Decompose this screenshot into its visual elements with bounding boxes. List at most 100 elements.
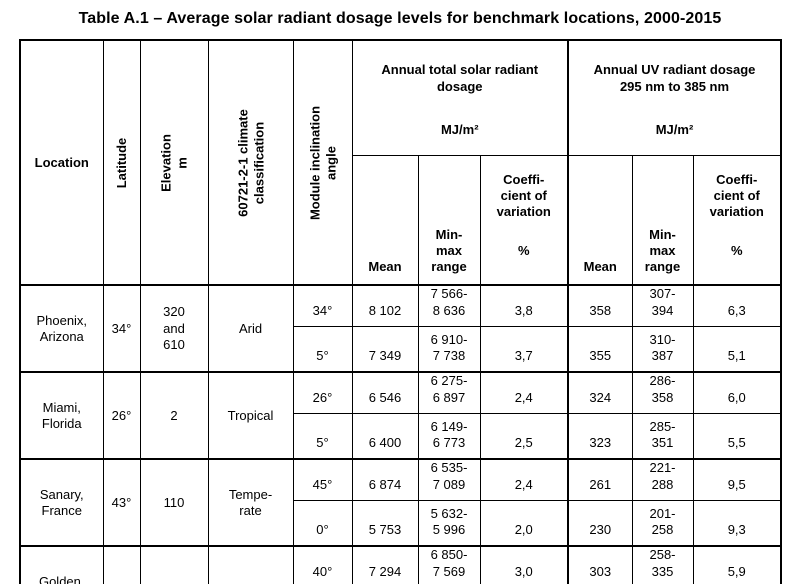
col-header-climate-label: 60721-2-1 climate classification: [234, 108, 266, 217]
cell-minmax-uv: 285- 351: [631, 412, 694, 460]
group-header-uv: Annual UV radiant dosage 295 nm to 385 n…: [567, 39, 782, 156]
cell-angle: 40°: [292, 545, 353, 584]
group-header-total-solar-unit: MJ/m²: [440, 122, 479, 137]
cell-location: Miami, Florida: [19, 371, 104, 460]
cell-angle: 26°: [292, 371, 353, 414]
col-header-minmax-uv: Min- max range: [631, 154, 694, 286]
table-row: Phoenix, Arizona 34° 320 and 610 Arid 34…: [19, 284, 782, 373]
cell-mean-total: 5 753: [351, 499, 419, 547]
cell-latitude: 43°: [102, 458, 141, 547]
cell-mean-total: 6 874: [351, 458, 419, 501]
cell-minmax-uv: 286- 358: [631, 371, 694, 414]
cell-climate: Arid: [207, 545, 294, 584]
table-title: Table A.1 – Average solar radiant dosage…: [78, 10, 722, 27]
cell-minmax-total: 6 535- 7 089: [417, 458, 481, 501]
cell-minmax-total: 6 850- 7 569: [417, 545, 481, 584]
cell-climate: Tempe- rate: [207, 458, 294, 547]
cell-minmax-total: 6 910- 7 738: [417, 325, 481, 373]
table-row: 5° 6 400 6 149- 6 773 2,5 323 285- 351 5…: [20, 412, 782, 460]
col-header-cov-total: Coeffi- cient of variation %: [479, 154, 569, 286]
col-header-mean-uv: Mean: [567, 154, 633, 286]
col-header-latitude: Latitude: [102, 39, 141, 286]
group-header-uv-title: Annual UV radiant dosage 295 nm to 385 n…: [593, 62, 756, 94]
cell-mean-uv: 355: [567, 325, 633, 373]
col-header-module-inclination: Module inclination angle: [292, 39, 353, 286]
col-header-cov-total-unit: %: [517, 242, 530, 258]
cell-climate: Arid: [207, 284, 294, 373]
cell-minmax-total: 5 632- 5 996: [417, 499, 481, 547]
cell-angle: 34°: [292, 284, 353, 327]
cell-angle: 5°: [292, 325, 353, 373]
cell-cov-total: 3,7: [479, 325, 569, 373]
col-header-climate: 60721-2-1 climate classification: [207, 39, 294, 286]
cell-cov-uv: 6,3: [692, 284, 782, 327]
cell-cov-total: 2,4: [479, 458, 569, 501]
cell-mean-uv: 323: [567, 412, 633, 460]
cell-elevation: 2: [139, 371, 209, 460]
group-header-total-solar-title: Annual total solar radiant dosage: [381, 62, 539, 94]
cell-location: Golden, Colorado: [19, 545, 104, 584]
col-header-elevation-label: Elevation m: [158, 133, 189, 192]
col-header-elevation: Elevation m: [139, 39, 209, 286]
cell-mean-uv: 324: [567, 371, 633, 414]
cell-cov-uv: 9,3: [692, 499, 782, 547]
cell-cov-uv: 5,9: [692, 545, 782, 584]
cell-cov-total: 2,4: [479, 371, 569, 414]
cell-minmax-uv: 310- 387: [631, 325, 694, 373]
table-row: Miami, Florida 26° 2 Tropical 26° 6 546 …: [19, 371, 782, 460]
cell-cov-uv: 6,0: [692, 371, 782, 414]
cell-minmax-uv: 221- 288: [631, 458, 694, 501]
cell-minmax-total: 6 275- 6 897: [417, 371, 481, 414]
cell-mean-total: 8 102: [351, 284, 419, 327]
cell-minmax-total: 6 149- 6 773: [417, 412, 481, 460]
cell-mean-uv: 303: [567, 545, 633, 584]
group-header-uv-unit: MJ/m²: [655, 122, 694, 137]
cell-latitude: 34°: [102, 284, 141, 373]
cell-elevation: 1 730: [139, 545, 209, 584]
cell-mean-uv: 230: [567, 499, 633, 547]
cell-mean-total: 7 294: [351, 545, 419, 584]
cell-mean-uv: 358: [567, 284, 633, 327]
cell-mean-uv: 261: [567, 458, 633, 501]
cell-minmax-uv: 201- 258: [631, 499, 694, 547]
cell-cov-uv: 5,1: [692, 325, 782, 373]
cell-cov-total: 2,5: [479, 412, 569, 460]
cell-location: Phoenix, Arizona: [19, 284, 104, 373]
cell-cov-total: 2,0: [479, 499, 569, 547]
cell-angle: 0°: [292, 499, 353, 547]
cell-elevation: 320 and 610: [139, 284, 209, 373]
cell-climate: Tropical: [207, 371, 294, 460]
table-row: Sanary, France 43° 110 Tempe- rate 45° 6…: [19, 458, 782, 547]
table-row: 5° 7 349 6 910- 7 738 3,7 355 310- 387 5…: [20, 325, 782, 373]
cell-latitude: 26°: [102, 371, 141, 460]
col-header-location: Location: [19, 39, 104, 286]
cell-angle: 5°: [292, 412, 353, 460]
group-header-total-solar: Annual total solar radiant dosage MJ/m²: [351, 39, 569, 156]
cell-angle: 45°: [292, 458, 353, 501]
col-header-module-inclination-label: Module inclination angle: [306, 105, 338, 220]
cell-cov-total: 3,8: [479, 284, 569, 327]
col-header-mean-total: Mean: [351, 154, 419, 286]
cell-cov-uv: 5,5: [692, 412, 782, 460]
cell-cov-uv: 9,5: [692, 458, 782, 501]
col-header-cov-uv: Coeffi- cient of variation %: [692, 154, 782, 286]
cell-cov-total: 3,0: [479, 545, 569, 584]
col-header-latitude-label: Latitude: [113, 137, 129, 188]
cell-latitude: 40°: [102, 545, 141, 584]
cell-minmax-total: 7 566- 8 636: [417, 284, 481, 327]
cell-mean-total: 6 546: [351, 371, 419, 414]
table-row: 0° 5 753 5 632- 5 996 2,0 230 201- 258 9…: [20, 499, 782, 547]
table-row: Golden, Colorado 40° 1 730 Arid 40° 7 29…: [19, 545, 782, 584]
col-header-minmax-total: Min- max range: [417, 154, 481, 286]
cell-minmax-uv: 258- 335: [631, 545, 694, 584]
col-header-cov-uv-label: Coeffi- cient of variation: [709, 171, 764, 220]
cell-elevation: 110: [139, 458, 209, 547]
cell-minmax-uv: 307- 394: [631, 284, 694, 327]
col-header-cov-total-label: Coeffi- cient of variation: [496, 171, 551, 220]
cell-mean-total: 7 349: [351, 325, 419, 373]
cell-location: Sanary, France: [19, 458, 104, 547]
data-table: Location Latitude Elevation m 60721-2-1 …: [19, 39, 782, 584]
col-header-cov-uv-unit: %: [730, 242, 743, 258]
cell-mean-total: 6 400: [351, 412, 419, 460]
